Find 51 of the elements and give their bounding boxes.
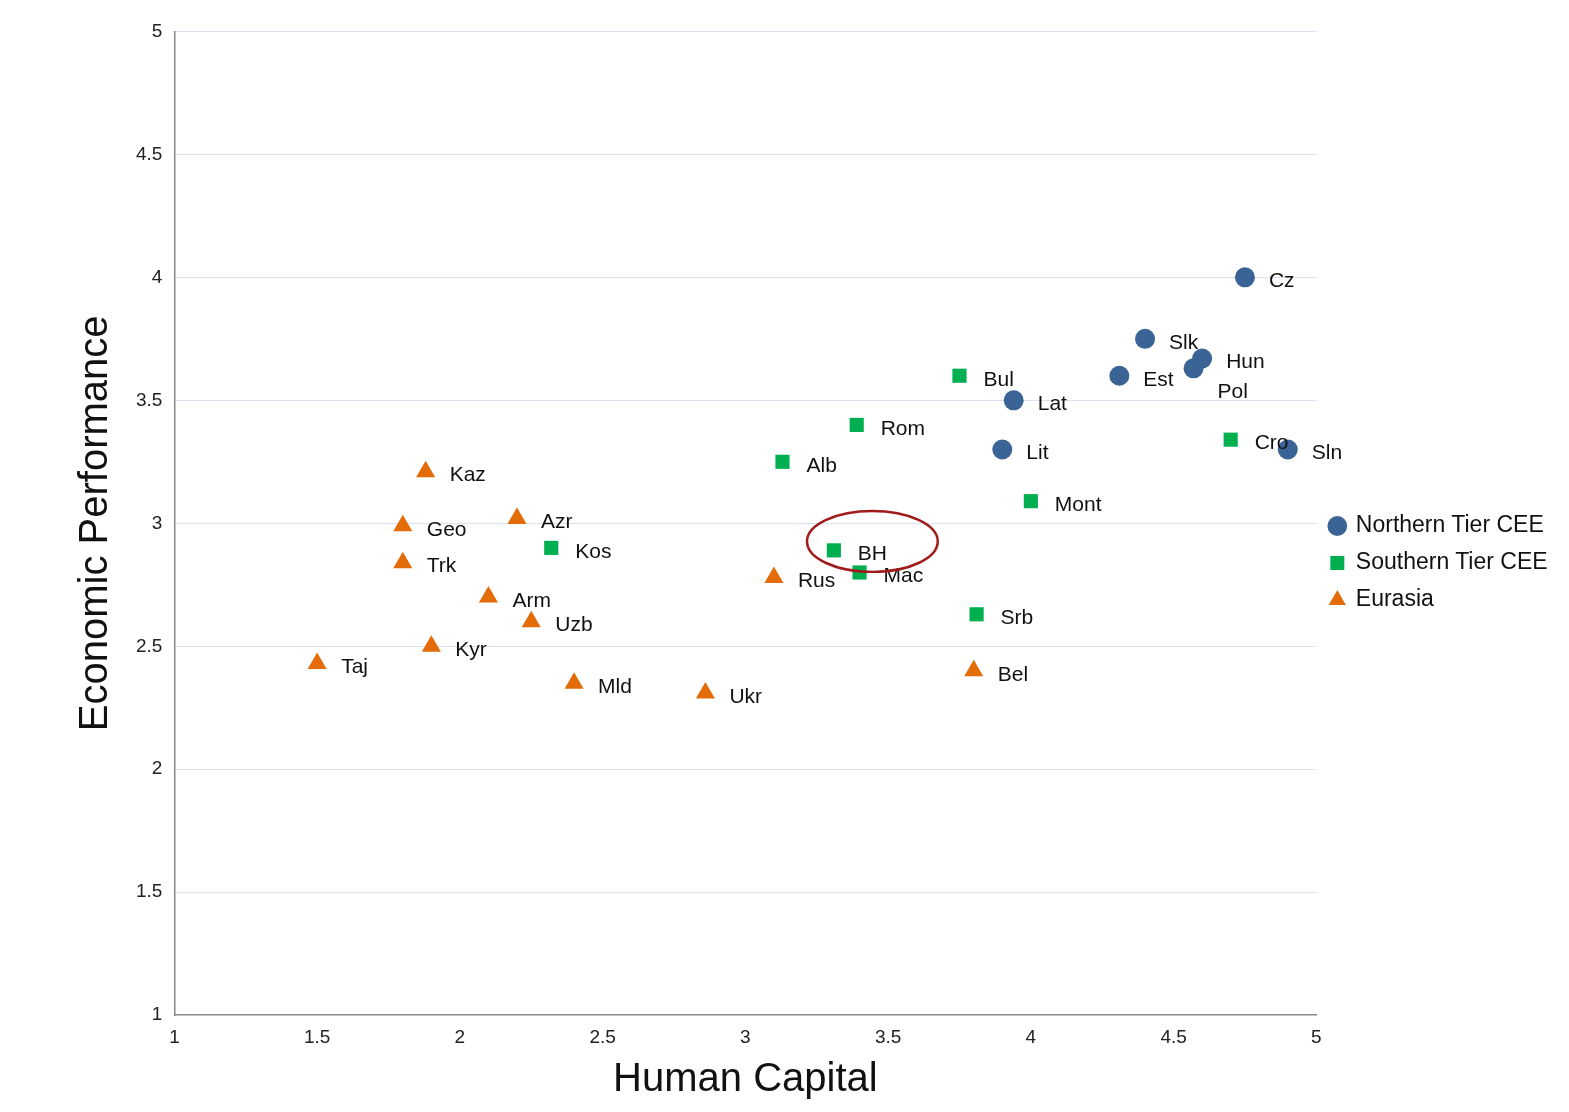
y-tick-label: 3.5 bbox=[135, 388, 163, 410]
x-tick-label: 1.5 bbox=[303, 1025, 331, 1047]
annotation: Bul bbox=[983, 366, 1014, 390]
x-tick-label: 4 bbox=[1025, 1025, 1037, 1047]
x-tick-label: 1 bbox=[169, 1025, 180, 1047]
y-tick-label: 1.5 bbox=[135, 880, 163, 902]
x-tick-label: 4.5 bbox=[1160, 1025, 1187, 1047]
annotation: Pol bbox=[1217, 379, 1248, 403]
annotation: Mld bbox=[598, 673, 632, 697]
annotation: Azr bbox=[540, 509, 573, 533]
y-tick-label: 4 bbox=[151, 265, 163, 287]
annotation: Arm bbox=[512, 587, 551, 611]
annotation: Alb bbox=[806, 452, 837, 476]
annotation: Rus bbox=[797, 568, 836, 592]
y-tick-label: 1 bbox=[151, 1003, 163, 1025]
y-tick-label: 2 bbox=[151, 757, 163, 779]
annotation: Srb bbox=[1000, 605, 1034, 629]
annotation: Hun bbox=[1226, 349, 1265, 373]
y-tick-label: 5 bbox=[151, 19, 163, 41]
x-tick-label: 3.5 bbox=[874, 1025, 902, 1047]
y-axis-title: Economic Performance bbox=[71, 315, 116, 732]
annotation: Ukr bbox=[729, 683, 763, 707]
annotation: Slk bbox=[1169, 329, 1199, 353]
x-tick-label: 2 bbox=[454, 1025, 466, 1047]
annotation: Bel bbox=[997, 661, 1029, 685]
annotation: Est bbox=[1143, 366, 1174, 390]
y-tick-label: 2.5 bbox=[135, 634, 163, 656]
x-tick-label: 2.5 bbox=[589, 1025, 616, 1047]
annotation: Mont bbox=[1054, 491, 1102, 515]
annotation: Cz bbox=[1268, 268, 1295, 292]
annotation: BH bbox=[857, 541, 888, 565]
annotation: Rom bbox=[880, 415, 926, 439]
x-tick-label: 3 bbox=[740, 1025, 751, 1047]
annotation: Sln bbox=[1311, 440, 1343, 464]
annotation: Lit bbox=[1026, 440, 1049, 464]
annotation: Trk bbox=[426, 553, 457, 577]
annotation: Lat bbox=[1037, 391, 1068, 415]
annotation: Uzb bbox=[555, 612, 593, 636]
annotation: Geo bbox=[426, 516, 467, 540]
legend-label: Eurasia bbox=[1355, 585, 1435, 612]
legend-label: Northern Tier CEE bbox=[1355, 511, 1544, 538]
y-tick-label: 3 bbox=[151, 511, 163, 533]
x-axis-title: Human Capital bbox=[613, 1055, 878, 1100]
annotation: Taj bbox=[341, 654, 369, 678]
y-tick-label: 4.5 bbox=[135, 142, 163, 164]
x-tick-label: 5 bbox=[1311, 1025, 1322, 1047]
annotation: Kos bbox=[575, 538, 612, 562]
annotation: Kaz bbox=[449, 462, 486, 486]
annotation: Cro bbox=[1254, 430, 1289, 454]
legend-label: Southern Tier CEE bbox=[1355, 548, 1548, 575]
annotation: Kyr bbox=[455, 637, 487, 661]
